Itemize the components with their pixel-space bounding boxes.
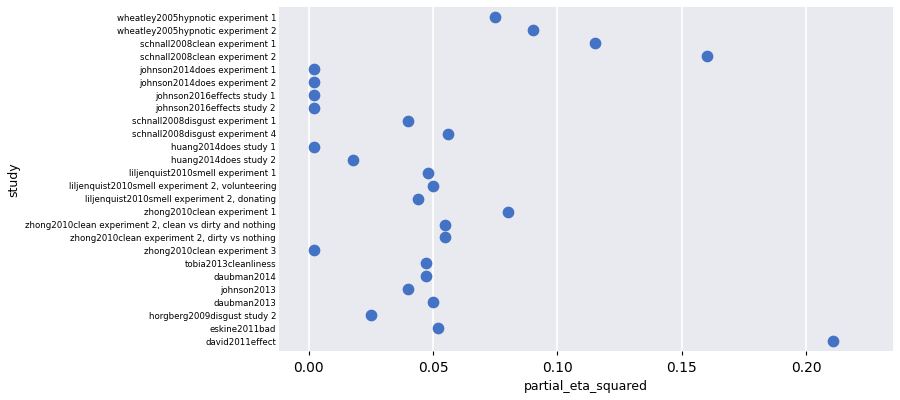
Point: [418, 273, 433, 280]
Point: [307, 66, 321, 72]
Point: [426, 182, 440, 189]
Point: [588, 40, 602, 46]
Point: [401, 286, 416, 292]
Point: [500, 208, 515, 215]
Point: [307, 92, 321, 98]
Point: [431, 325, 446, 331]
Point: [411, 196, 426, 202]
Point: [699, 53, 714, 59]
Point: [346, 156, 361, 163]
Point: [307, 105, 321, 111]
Point: [307, 79, 321, 85]
Point: [426, 299, 440, 306]
Point: [526, 27, 540, 34]
Point: [418, 260, 433, 266]
Point: [307, 247, 321, 254]
Point: [364, 312, 378, 318]
Point: [307, 144, 321, 150]
Y-axis label: study: study: [7, 162, 20, 196]
Point: [488, 14, 502, 20]
Point: [401, 118, 416, 124]
Point: [421, 170, 436, 176]
Point: [441, 131, 455, 137]
Point: [826, 338, 841, 344]
X-axis label: partial_eta_squared: partial_eta_squared: [524, 380, 648, 393]
Point: [438, 221, 453, 228]
Point: [438, 234, 453, 241]
